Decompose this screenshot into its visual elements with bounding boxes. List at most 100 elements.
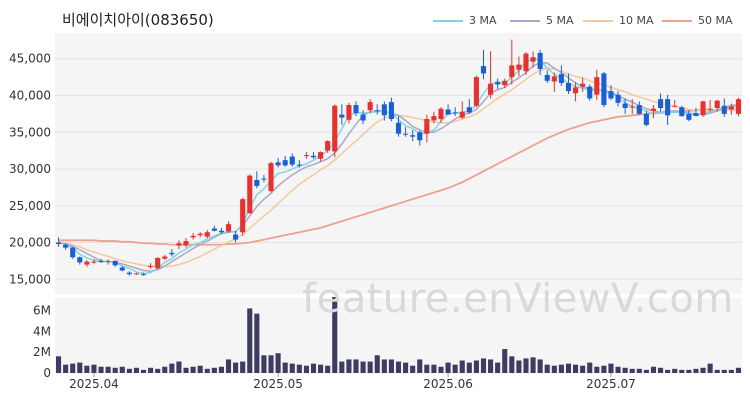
volume-bar [240, 361, 246, 373]
candle-body [325, 141, 331, 151]
candle-body [495, 82, 501, 85]
candle [403, 127, 409, 137]
volume-bar [693, 368, 699, 373]
candle-body [381, 104, 387, 116]
legend-swatch [433, 19, 463, 22]
candle [176, 240, 182, 250]
candle [155, 257, 161, 270]
candle-body [721, 105, 727, 114]
candle-body [537, 52, 543, 70]
candle [55, 237, 62, 247]
volume-bar [225, 359, 232, 373]
volume-bar [622, 367, 628, 373]
candle [140, 272, 147, 276]
candle [98, 258, 104, 264]
candle [558, 65, 564, 86]
volume-bar [480, 358, 487, 373]
candle [325, 140, 331, 153]
candle-body [665, 99, 671, 116]
price-grid [55, 58, 742, 280]
x-tick-label: 2025.04 [69, 377, 119, 391]
volume-bar [410, 365, 416, 373]
candle [544, 70, 550, 83]
volume-bar [679, 369, 685, 373]
candle [211, 225, 217, 232]
volume-bar [140, 369, 147, 373]
candle [537, 49, 543, 75]
candle [388, 97, 394, 122]
volume-bar [530, 357, 536, 373]
volume-bar [502, 349, 508, 373]
candle [395, 116, 402, 137]
candle-body [459, 111, 465, 118]
candle-body [63, 244, 69, 248]
candle-body [622, 103, 628, 108]
volume-bar [424, 364, 430, 373]
candle [686, 110, 692, 122]
volume-bar [296, 364, 302, 373]
candle-body [126, 272, 132, 275]
candle [735, 97, 742, 117]
candle-body [714, 100, 720, 108]
chart-title: 비에이치아이(083650) [62, 11, 214, 29]
candle [332, 104, 338, 158]
candle-body [190, 235, 196, 238]
volume-bar [573, 364, 579, 373]
candle-body [445, 109, 451, 115]
candle-body [133, 273, 139, 275]
candle [488, 51, 494, 99]
candle [551, 72, 557, 92]
volume-bar [672, 368, 678, 373]
candle-body [544, 74, 550, 81]
volume-bar [162, 366, 168, 373]
volume-y-tick-label: 2M [33, 345, 51, 359]
price-panel-background [55, 33, 742, 294]
volume-bar [473, 360, 479, 373]
candle-body [707, 108, 713, 110]
volume-bar [55, 356, 62, 373]
price-y-tick-label: 35,000 [9, 125, 51, 139]
volume-bar [339, 361, 345, 373]
candle [353, 101, 359, 117]
candle-body [558, 74, 564, 83]
candle-body [466, 107, 472, 113]
volume-bar [183, 367, 189, 373]
candle [530, 51, 536, 68]
candle-body [594, 77, 600, 95]
candle-body [509, 65, 515, 78]
legend-label: 50 MA [698, 14, 733, 27]
volume-bar [381, 359, 387, 373]
price-y-tick-label: 45,000 [9, 52, 51, 66]
volume-bar [77, 362, 83, 373]
candle-body [346, 105, 352, 120]
candle [247, 174, 253, 214]
candle [473, 75, 479, 108]
volume-bar [318, 364, 324, 373]
candle [70, 246, 76, 259]
candle-body [261, 178, 267, 180]
candle [721, 98, 727, 117]
volume-bar [721, 369, 727, 373]
candle-body [240, 199, 246, 233]
legend-swatch [510, 19, 540, 22]
volume-bar [601, 365, 607, 373]
candle [650, 105, 657, 119]
candle [318, 151, 324, 162]
candle [360, 110, 366, 125]
candle-body [374, 110, 380, 112]
candle [119, 266, 125, 272]
candle-body [119, 267, 125, 271]
candle-body [247, 175, 253, 214]
legend-item-3ma: 3 MA [433, 14, 497, 27]
candle [565, 73, 572, 95]
volume-bar [707, 363, 713, 373]
candle-body [679, 107, 685, 117]
candle-body [608, 91, 614, 99]
candle-body [303, 155, 309, 157]
volume-bar [233, 362, 239, 373]
candle [169, 249, 175, 257]
volume-bar [190, 366, 196, 373]
candle-body [105, 260, 111, 262]
candle [452, 107, 458, 117]
candle [438, 107, 444, 123]
